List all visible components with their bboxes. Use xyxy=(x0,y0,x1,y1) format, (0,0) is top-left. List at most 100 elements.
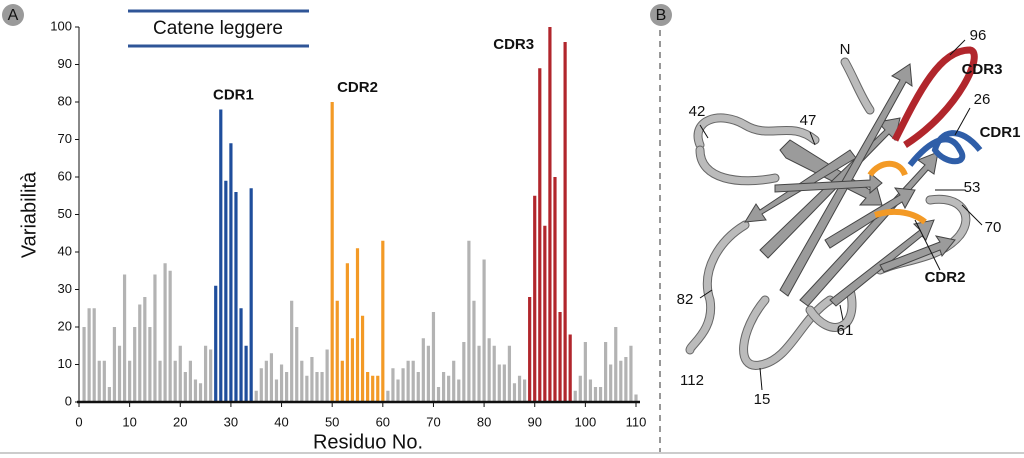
bar xyxy=(462,342,466,402)
bar xyxy=(457,379,461,402)
y-tick-label: 70 xyxy=(58,131,72,146)
bar xyxy=(436,387,441,402)
y-tick-label: 20 xyxy=(58,318,72,333)
bar xyxy=(467,240,471,402)
bar xyxy=(376,375,380,402)
x-tick-label: 50 xyxy=(325,414,339,429)
structure-label: 112 xyxy=(680,372,704,389)
bar xyxy=(487,338,491,402)
bar xyxy=(416,372,420,402)
bar xyxy=(401,368,405,402)
bar xyxy=(310,357,314,402)
bar xyxy=(629,345,633,402)
x-axis-label: Residuo No. xyxy=(313,431,423,453)
bar xyxy=(523,379,527,402)
bar xyxy=(198,383,203,402)
series-label: CDR1 xyxy=(213,86,254,103)
bar xyxy=(87,308,91,402)
bar xyxy=(371,375,375,402)
bar xyxy=(366,372,370,402)
bar xyxy=(593,387,598,402)
series-label: CDR2 xyxy=(337,79,378,96)
bar xyxy=(290,300,294,402)
x-tick-label: 10 xyxy=(122,414,136,429)
bar xyxy=(472,300,476,402)
bar xyxy=(441,372,446,402)
bar xyxy=(133,327,137,402)
bar xyxy=(193,379,198,402)
bar xyxy=(482,259,486,402)
structure-label: CDR3 xyxy=(962,61,1003,78)
bar xyxy=(421,338,425,402)
bar xyxy=(588,379,593,402)
bar xyxy=(350,338,355,402)
bar xyxy=(528,297,532,402)
bar xyxy=(234,192,238,402)
bar xyxy=(578,375,582,402)
bar xyxy=(497,364,501,402)
bar xyxy=(178,345,182,402)
y-tick-label: 30 xyxy=(58,281,72,296)
bar xyxy=(300,360,304,402)
bar xyxy=(624,357,628,402)
bar xyxy=(558,312,562,402)
bar xyxy=(325,349,329,402)
x-tick-label: 100 xyxy=(575,414,597,429)
y-axis-label: Variabilità xyxy=(18,171,40,258)
bar xyxy=(553,177,557,402)
bar xyxy=(188,360,192,402)
bar xyxy=(214,285,218,402)
x-tick-label: 110 xyxy=(626,414,647,429)
bar xyxy=(614,327,618,402)
bar xyxy=(452,360,456,402)
structure-label: CDR1 xyxy=(980,124,1021,141)
bar xyxy=(517,375,522,402)
y-tick-label: 0 xyxy=(65,393,72,408)
bar xyxy=(345,263,349,402)
bar xyxy=(548,27,552,402)
bar xyxy=(335,300,339,402)
x-tick-label: 80 xyxy=(477,414,491,429)
bar xyxy=(138,304,142,402)
title-box xyxy=(128,10,309,47)
bar xyxy=(609,364,613,402)
bar xyxy=(492,345,496,402)
structure-label: 42 xyxy=(689,103,706,120)
bar xyxy=(107,387,111,402)
bar xyxy=(274,379,279,402)
bar xyxy=(604,342,608,402)
x-tick-label: 20 xyxy=(173,414,187,429)
structure-label: 47 xyxy=(800,112,817,129)
bar xyxy=(619,360,623,402)
bar xyxy=(386,390,390,402)
x-tick-label: 0 xyxy=(75,414,82,429)
bar xyxy=(82,327,86,402)
structure-label: 70 xyxy=(985,219,1002,236)
x-tick-label: 30 xyxy=(224,414,238,429)
structure-label: 15 xyxy=(754,391,771,408)
bar xyxy=(583,342,587,402)
bar xyxy=(563,42,567,402)
bar xyxy=(209,349,213,402)
x-tick-label: 90 xyxy=(527,414,541,429)
bar xyxy=(512,383,517,402)
bar xyxy=(224,180,228,402)
bar xyxy=(315,372,319,402)
bar xyxy=(543,225,547,402)
bar xyxy=(264,360,268,402)
bar xyxy=(173,360,177,402)
bar xyxy=(330,102,334,402)
structure-label: 26 xyxy=(974,91,991,108)
bar xyxy=(355,248,360,402)
chart-title: Catene leggere xyxy=(153,18,283,39)
bar xyxy=(406,360,410,402)
bar xyxy=(634,394,638,402)
structure-label: 96 xyxy=(970,27,987,44)
x-tick-label: 70 xyxy=(426,414,440,429)
bar xyxy=(381,240,385,402)
series-label: CDR3 xyxy=(493,36,534,53)
x-tick-label: 40 xyxy=(274,414,288,429)
bar xyxy=(391,368,395,402)
bar xyxy=(148,327,152,402)
